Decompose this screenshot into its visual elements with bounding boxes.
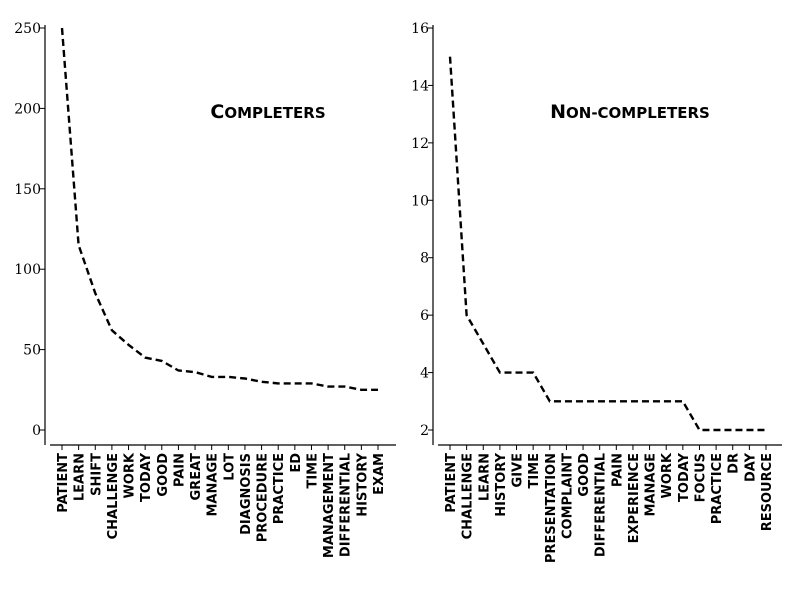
x-tick-label: DAY — [743, 452, 758, 482]
x-tick-label: HISTORY — [355, 452, 370, 516]
x-tick-label: MANAGE — [206, 453, 221, 517]
x-tick-label: LEARN — [73, 453, 88, 501]
completers-chart: 0 50 100 150 200 250 PATIENT LEARN SHIFT CHALLENG… — [14, 21, 396, 558]
x-tick-label: DIFFERENTIAL — [594, 453, 609, 557]
x-tick-label: EXPERIENCE — [627, 453, 642, 543]
x-tick-label: EXAM — [372, 453, 387, 495]
x-tick-label: MANAGE — [644, 453, 659, 517]
chart-title: COMPLETERS — [210, 101, 325, 123]
x-tick-label: PRACTICE — [710, 453, 725, 524]
y-tick-label: 50 — [23, 343, 41, 359]
x-tick-label: LEARN — [477, 453, 492, 501]
x-tick-label: GREAT — [189, 453, 204, 501]
y-tick-label: 12 — [411, 136, 429, 152]
series-line — [60, 27, 378, 391]
x-tick-label: PATIENT — [444, 453, 459, 513]
y-tick-label: 16 — [411, 21, 429, 37]
x-tick-label: DR — [727, 453, 742, 474]
y-tick-label: 0 — [32, 423, 41, 439]
x-tick-label: PRACTICE — [272, 453, 287, 524]
x-tick-label: ED — [289, 453, 304, 473]
x-tick-label: CHALLENGE — [106, 453, 121, 539]
y-tick-label: 100 — [14, 262, 41, 278]
x-tick-label: PRESENTATION — [544, 453, 559, 563]
non-completers-chart: 2 4 6 8 10 12 14 16 PATIENT CHALLENGE LEARN HISTORY… — [411, 21, 782, 563]
y-tick-label: 200 — [14, 101, 41, 117]
x-tick-label: RESOURCE — [760, 453, 775, 531]
y-tick-label: 250 — [14, 21, 41, 37]
x-tick-label: PAIN — [172, 453, 187, 487]
x-tick-label: COMPLAINT — [560, 453, 575, 539]
y-tick-label: 14 — [411, 78, 429, 94]
x-tick-label: WORK — [123, 452, 138, 498]
x-tick-label: GIVE — [511, 453, 526, 487]
y-tick-label: 6 — [420, 308, 429, 324]
x-tick-label: GOOD — [156, 453, 171, 497]
x-tick-label: PATIENT — [56, 453, 71, 513]
x-tick-label: CHALLENGE — [461, 453, 476, 539]
x-tick-label: LOT — [222, 453, 237, 481]
x-tick-label: DIFFERENTIAL — [339, 453, 354, 557]
x-tick-label: TIME — [527, 453, 542, 489]
x-tick-label: TODAY — [139, 452, 154, 502]
x-tick-label: SHIFT — [89, 453, 104, 496]
x-tick-label: HISTORY — [494, 452, 509, 516]
x-tick-label: MANAGEMENT — [322, 453, 337, 558]
y-tick-label: 4 — [420, 366, 429, 382]
y-tick-label: 150 — [14, 182, 41, 198]
x-tick-label: TODAY — [677, 452, 692, 502]
x-tick-label: TIME — [305, 453, 320, 489]
x-tick-label: PAIN — [610, 453, 625, 487]
x-tick-label: WORK — [660, 452, 675, 498]
y-tick-label: 10 — [411, 193, 429, 209]
chart-title: NON-COMPLETERS — [550, 101, 710, 123]
x-tick-label: FOCUS — [693, 453, 708, 502]
x-tick-label: PROCEDURE — [256, 453, 271, 542]
y-tick-label: 8 — [420, 251, 429, 267]
x-tick-label: GOOD — [577, 453, 592, 497]
x-tick-label: DIAGNOSIS — [239, 453, 254, 535]
y-tick-label: 2 — [420, 423, 429, 439]
